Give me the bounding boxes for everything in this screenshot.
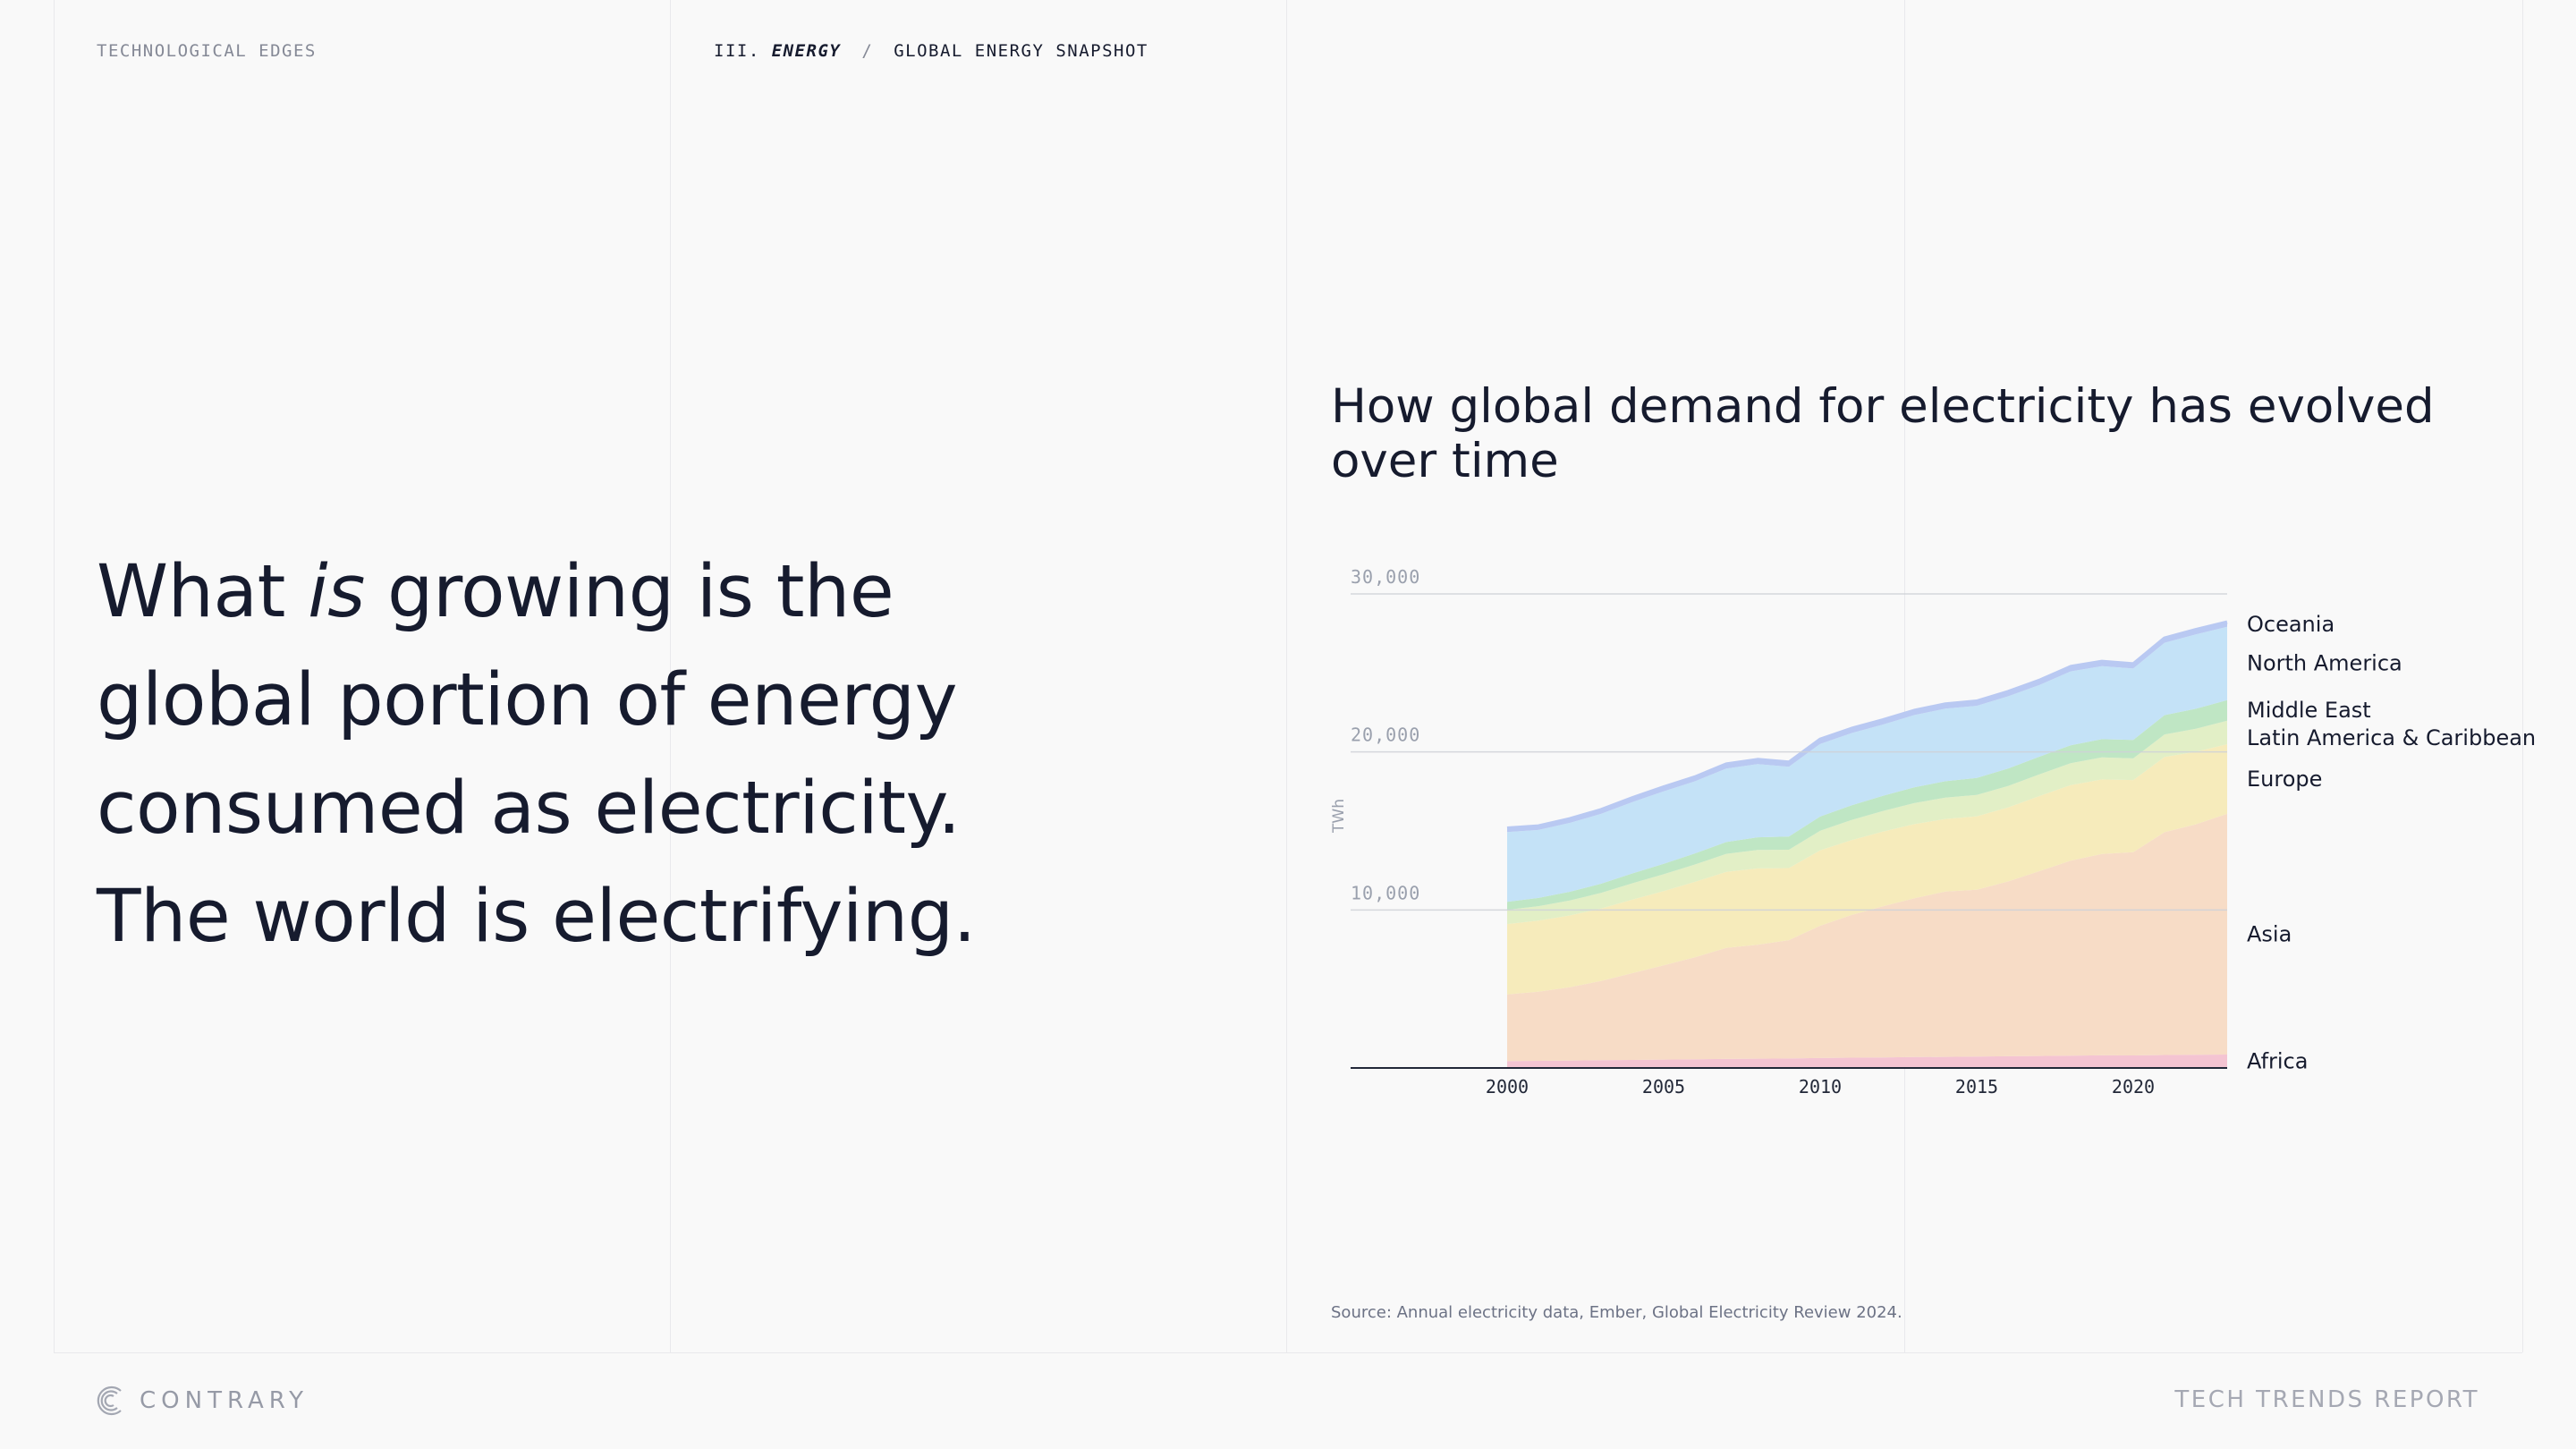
headline-line-3: consumed as electricity. [97,767,961,851]
series-label-middle-east: Middle East [2247,698,2371,723]
breadcrumb-page-name: GLOBAL ENERGY SNAPSHOT [894,41,1148,61]
grid-column-line [670,0,671,1352]
headline-line-1: What is growing is the [97,550,894,634]
area-series-middle-east [1507,699,2227,911]
footer-divider [54,1352,2522,1353]
area-top-outline [1506,620,2228,830]
area-series-africa [1507,1055,2227,1068]
y-axis-label: TWh [1330,799,1348,834]
headline-line-2: global portion of energy [97,658,958,742]
grid-column-line [2522,0,2523,1352]
series-label-north-america: North America [2247,651,2402,676]
series-label-africa: Africa [2247,1048,2308,1073]
headline-emphasis: is [308,550,365,634]
area-series-latin-america-caribbean [1507,720,2227,925]
area-series-north-america [1507,626,2227,902]
grid-column-line [1904,0,1905,1352]
chart-title: How global demand for electricity has ev… [1331,379,2435,488]
x-tick-label: 2005 [1642,1076,1685,1097]
x-tick-label: 2010 [1799,1076,1842,1097]
x-tick-label: 2015 [1955,1076,1998,1097]
brand-logo: CONTRARY [95,1383,309,1419]
series-label-europe: Europe [2247,767,2322,792]
series-label-oceania: Oceania [2247,612,2334,637]
x-tick-label: 2020 [2112,1076,2155,1097]
breadcrumb-section-name: ENERGY [771,41,842,61]
area-series-europe [1507,744,2227,995]
x-tick-label: 2000 [1486,1076,1529,1097]
grid-column-line [1286,0,1287,1352]
area-series-asia [1507,813,2227,1062]
y-tick-label: 10,000 [1351,882,1420,903]
contrary-logo-icon [97,1385,122,1416]
y-tick-label: 20,000 [1351,724,1420,746]
grid-column-line [54,0,55,1352]
series-label-asia: Asia [2247,921,2292,946]
report-section-label: TECHNOLOGICAL EDGES [97,41,317,61]
breadcrumb-separator: / [861,41,874,61]
series-label-latin-america-caribbean: Latin America & Caribbean [2247,725,2536,750]
y-tick-label: 30,000 [1351,566,1420,588]
headline-line-4: The world is electrifying. [97,875,976,959]
report-name: TECH TRENDS REPORT [2174,1386,2479,1413]
headline: What is growing is the global portion of… [97,538,1277,971]
breadcrumb-section-number: III. [714,41,760,61]
brand-name: CONTRARY [140,1387,309,1414]
area-series-oceania [1507,622,2227,833]
breadcrumb: III. ENERGY / GLOBAL ENERGY SNAPSHOT [714,41,1148,61]
source-note: Source: Annual electricity data, Ember, … [1331,1303,1902,1322]
